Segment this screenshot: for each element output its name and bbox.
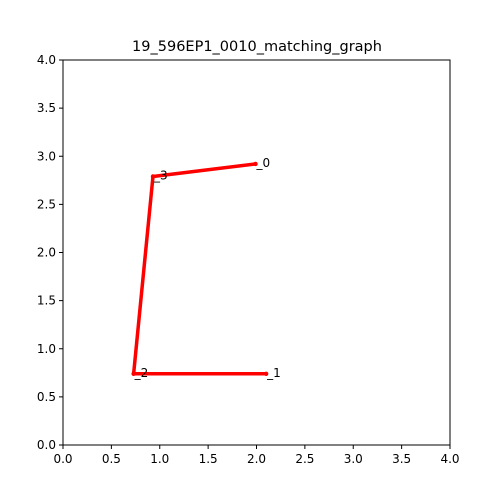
y-tick-label: 3.0 bbox=[37, 149, 56, 163]
y-tick-label: 1.0 bbox=[37, 342, 56, 356]
node-label_3: _3 bbox=[153, 168, 168, 182]
graph-edge-0-3 bbox=[151, 162, 258, 179]
x-tick-label: 2.0 bbox=[247, 452, 266, 466]
y-tick-label: 2.5 bbox=[37, 197, 56, 211]
y-tick-label: 2.0 bbox=[37, 246, 56, 260]
y-tick-label: 1.5 bbox=[37, 294, 56, 308]
graph-node_2 bbox=[131, 371, 136, 376]
graph-node_3 bbox=[150, 174, 156, 179]
y-tick-label: 4.0 bbox=[37, 53, 56, 67]
x-tick-label: 1.5 bbox=[199, 452, 218, 466]
x-axis: 0.0 0.5 1.0 1.5 2.0 2.5 3.0 3.5 4.0 bbox=[53, 445, 460, 466]
graph-edges bbox=[131, 162, 268, 376]
x-tick-label: 3.5 bbox=[392, 452, 411, 466]
node-label_1: _1 bbox=[266, 366, 281, 380]
x-tick-label: 4.0 bbox=[440, 452, 459, 466]
graph-edge-3-2 bbox=[131, 174, 155, 376]
y-tick-label: 3.5 bbox=[37, 101, 56, 115]
y-tick-label: 0.5 bbox=[37, 390, 56, 404]
graph-node_1 bbox=[263, 371, 269, 376]
chart-title: 19_596EP1_0010_matching_graph bbox=[132, 39, 382, 55]
y-tick-label: 0.0 bbox=[37, 438, 56, 452]
x-tick-label: 0.0 bbox=[53, 452, 72, 466]
node-label_2: _2 bbox=[134, 366, 149, 380]
x-tick-label: 3.0 bbox=[344, 452, 363, 466]
node-label_0: _0 bbox=[256, 156, 271, 170]
x-tick-label: 1.0 bbox=[150, 452, 169, 466]
y-axis: 0.0 0.5 1.0 1.5 2.0 2.5 3.0 3.5 4.0 bbox=[37, 53, 63, 452]
x-tick-label: 0.5 bbox=[102, 452, 121, 466]
graph-node_0 bbox=[253, 161, 258, 167]
x-tick-label: 2.5 bbox=[295, 452, 314, 466]
graph-nodes: _0 _1 _2 _3 bbox=[131, 156, 281, 380]
plot-area: 0.0 0.5 1.0 1.5 2.0 2.5 3.0 3.5 4.0 0.0 0.5 1.0 1.5… bbox=[37, 53, 460, 466]
